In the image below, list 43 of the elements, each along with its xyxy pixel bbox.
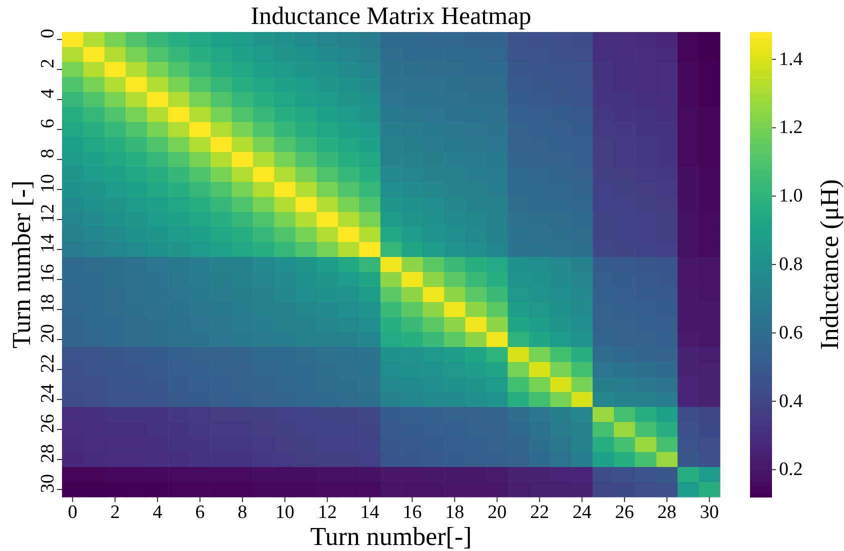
- x-tick-label: 2: [110, 502, 120, 523]
- x-axis-title: Turn number[-]: [310, 522, 472, 551]
- color-bar-label: 1.2: [779, 117, 803, 138]
- color-bar-label: 1.4: [779, 48, 804, 70]
- x-tick-label: 24: [572, 502, 592, 523]
- color-bar-label: 1.0: [779, 186, 803, 207]
- x-tick-label: 14: [360, 502, 380, 523]
- x-tick-label: 10: [275, 502, 294, 523]
- y-tick-label: 2: [38, 58, 58, 68]
- x-tick-label: 28: [657, 502, 676, 523]
- y-tick-label: 30: [38, 474, 58, 493]
- y-tick-label: 24: [38, 384, 58, 403]
- x-tick-label: 30: [700, 502, 719, 523]
- x-tick-label: 16: [402, 502, 422, 523]
- color-bar-title: Inductance (μH): [815, 179, 844, 350]
- color-bar-label: 0.4: [779, 390, 804, 412]
- x-tick-label: 8: [238, 502, 248, 523]
- y-tick-label: 20: [38, 324, 58, 343]
- color-bar-label: 0.8: [779, 254, 803, 275]
- y-tick-label: 22: [38, 354, 58, 373]
- x-tick-label: 12: [318, 502, 337, 523]
- x-tick-label: 6: [195, 502, 205, 523]
- color-bar-label: 0.2: [779, 459, 803, 480]
- y-tick-label: 14: [38, 234, 58, 253]
- chart-title: Inductance Matrix Heatmap: [250, 3, 532, 30]
- y-tick-label: 12: [38, 204, 58, 223]
- x-tick-label: 22: [530, 502, 550, 523]
- y-tick-label: 6: [38, 118, 58, 128]
- y-tick-label: 0: [38, 28, 58, 38]
- y-tick-label: 4: [38, 88, 58, 98]
- y-tick-label: 28: [38, 444, 58, 463]
- x-tick-label: 20: [488, 502, 507, 523]
- x-tick-label: 26: [614, 502, 634, 523]
- color-bar-label: 0.6: [779, 322, 803, 344]
- y-tick-label: 8: [38, 148, 58, 158]
- x-tick-label: 18: [445, 502, 464, 523]
- x-tick-label: 0: [68, 502, 78, 523]
- x-tick-label: 4: [152, 502, 163, 523]
- y-axis-title: Turn number [-]: [7, 180, 36, 349]
- y-tick-label: 26: [38, 414, 58, 433]
- y-tick-label: 18: [38, 294, 58, 313]
- y-tick-label: 16: [38, 264, 58, 283]
- y-tick-label: 10: [38, 174, 58, 193]
